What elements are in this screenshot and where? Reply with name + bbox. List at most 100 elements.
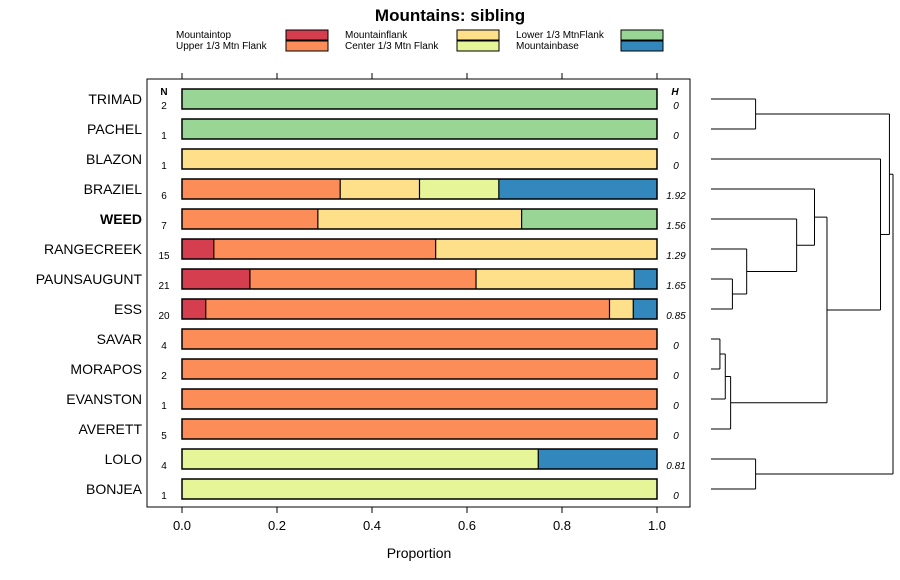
row-n-value: 2 bbox=[161, 101, 167, 112]
dendrogram bbox=[711, 98, 894, 490]
legend-label-mountainflank: Mountainflank bbox=[345, 30, 408, 41]
row-h-value: 1.29 bbox=[666, 251, 686, 262]
x-tick-label: 0.4 bbox=[363, 518, 381, 533]
row-label: WEED bbox=[100, 211, 142, 227]
bar-row-paunsaugunt: PAUNSAUGUNT 21 1.65 bbox=[36, 268, 686, 292]
bar-outline bbox=[181, 118, 658, 140]
bar-segment-mountainflank bbox=[340, 179, 420, 199]
bar-segment-mountaintop bbox=[182, 269, 250, 289]
n-header: N bbox=[160, 87, 167, 98]
bar-segment-upper-1-3-mtn-flank bbox=[182, 209, 318, 229]
bar-segment-upper-1-3-mtn-flank bbox=[182, 359, 657, 379]
row-n-value: 7 bbox=[161, 221, 167, 232]
chart-title: Mountains: sibling bbox=[375, 6, 525, 25]
row-h-value: 0.81 bbox=[666, 461, 685, 472]
bar-row-bonjea: BONJEA 1 0 bbox=[86, 478, 679, 502]
bar-segment-mountainflank bbox=[476, 269, 635, 289]
bar-segment-upper-1-3-mtn-flank bbox=[182, 179, 341, 199]
row-label: ESS bbox=[114, 301, 142, 317]
bar-segment-mountainflank bbox=[182, 149, 657, 169]
legend-label-mountainbase: Mountainbase bbox=[516, 41, 579, 52]
x-tick-label: 0.8 bbox=[553, 518, 571, 533]
row-label: BLAZON bbox=[86, 151, 142, 167]
row-label: TRIMAD bbox=[88, 91, 142, 107]
bar-segment-mountainflank bbox=[435, 239, 658, 259]
row-label: RANGECREEK bbox=[44, 241, 143, 257]
bar-segment-center-1-3-mtn-flank bbox=[182, 479, 657, 499]
bar-row-trimad: TRIMAD 2 0 bbox=[88, 88, 679, 112]
bar-segment-mountainflank bbox=[609, 299, 634, 319]
bar-row-weed: WEED 7 1.56 bbox=[100, 208, 686, 232]
row-h-value: 0 bbox=[673, 131, 679, 142]
legend-label-mountaintop: Mountaintop bbox=[176, 30, 231, 41]
bar-outline bbox=[181, 328, 658, 350]
legend-label-center-1-3-mtn-flank: Center 1/3 Mtn Flank bbox=[345, 41, 439, 52]
bar-row-savar: SAVAR 4 0 bbox=[97, 328, 679, 352]
bar-segment-center-1-3-mtn-flank bbox=[182, 449, 539, 469]
row-n-value: 1 bbox=[161, 161, 167, 172]
x-tick-label: 0.2 bbox=[268, 518, 286, 533]
row-h-value: 1.56 bbox=[666, 221, 686, 232]
row-n-value: 21 bbox=[158, 281, 170, 292]
bar-segment-upper-1-3-mtn-flank bbox=[205, 299, 610, 319]
bar-segment-upper-1-3-mtn-flank bbox=[213, 239, 436, 259]
bar-outline bbox=[181, 478, 658, 500]
bar-row-blazon: BLAZON 1 0 bbox=[86, 148, 679, 172]
bar-outline bbox=[181, 208, 658, 230]
bar-segment-mountainbase bbox=[538, 449, 657, 469]
legend-swatch-lower-1-3-mtnflank bbox=[620, 29, 664, 41]
bar-segment-upper-1-3-mtn-flank bbox=[249, 269, 477, 289]
bar-segment-lower-1-3-mtnflank bbox=[182, 89, 657, 109]
x-tick-label: 0.0 bbox=[173, 518, 191, 533]
bar-row-evanston: EVANSTON 1 0 bbox=[66, 388, 679, 412]
legend-swatch-mountainflank bbox=[456, 29, 500, 41]
row-h-value: 0 bbox=[673, 491, 679, 502]
row-n-value: 1 bbox=[161, 131, 167, 142]
row-h-value: 0 bbox=[673, 371, 679, 382]
bar-row-braziel: BRAZIEL 6 1.92 bbox=[84, 178, 686, 202]
row-n-value: 20 bbox=[158, 311, 170, 322]
bar-row-lolo: LOLO 4 0.81 bbox=[105, 448, 686, 472]
row-label: LOLO bbox=[105, 451, 142, 467]
legend-swatch-center-1-3-mtn-flank bbox=[456, 40, 500, 52]
bar-segment-mountainbase bbox=[633, 299, 657, 319]
row-h-value: 0.85 bbox=[666, 311, 686, 322]
row-label: PACHEL bbox=[87, 121, 142, 137]
x-tick-label: 1.0 bbox=[648, 518, 666, 533]
bar-outline bbox=[181, 418, 658, 440]
bar-outline bbox=[181, 238, 658, 260]
x-axis-title: Proportion bbox=[387, 545, 452, 561]
bar-row-pachel: PACHEL 1 0 bbox=[87, 118, 679, 142]
row-label: SAVAR bbox=[97, 331, 142, 347]
row-h-value: 0 bbox=[673, 101, 679, 112]
legend-swatch-mountainbase bbox=[620, 40, 664, 52]
bar-outline bbox=[181, 148, 658, 170]
h-header: H bbox=[671, 87, 679, 98]
row-label: AVERETT bbox=[78, 421, 142, 437]
bar-outline bbox=[181, 388, 658, 410]
row-n-value: 2 bbox=[161, 371, 167, 382]
bar-row-ess: ESS 20 0.85 bbox=[114, 298, 686, 322]
row-label: EVANSTON bbox=[66, 391, 142, 407]
bar-row-rangecreek: RANGECREEK 15 1.29 bbox=[44, 238, 686, 262]
bar-segment-upper-1-3-mtn-flank bbox=[182, 389, 657, 409]
row-n-value: 15 bbox=[158, 251, 170, 262]
bar-outline bbox=[181, 358, 658, 380]
bar-outline bbox=[181, 268, 658, 290]
row-n-value: 1 bbox=[161, 491, 167, 502]
bar-segment-center-1-3-mtn-flank bbox=[419, 179, 499, 199]
row-h-value: 0 bbox=[673, 431, 679, 442]
bar-row-averett: AVERETT 5 0 bbox=[78, 418, 679, 442]
row-h-value: 0 bbox=[673, 161, 679, 172]
bar-segment-mountainbase bbox=[634, 269, 657, 289]
bar-segment-mountainbase bbox=[498, 179, 657, 199]
bar-segment-lower-1-3-mtnflank bbox=[521, 209, 658, 229]
bar-row-morapos: MORAPOS 2 0 bbox=[70, 358, 679, 382]
bar-outline bbox=[181, 448, 658, 470]
row-n-value: 5 bbox=[161, 431, 167, 442]
bar-segment-mountainflank bbox=[317, 209, 522, 229]
legend-swatch-mountaintop bbox=[285, 29, 329, 41]
